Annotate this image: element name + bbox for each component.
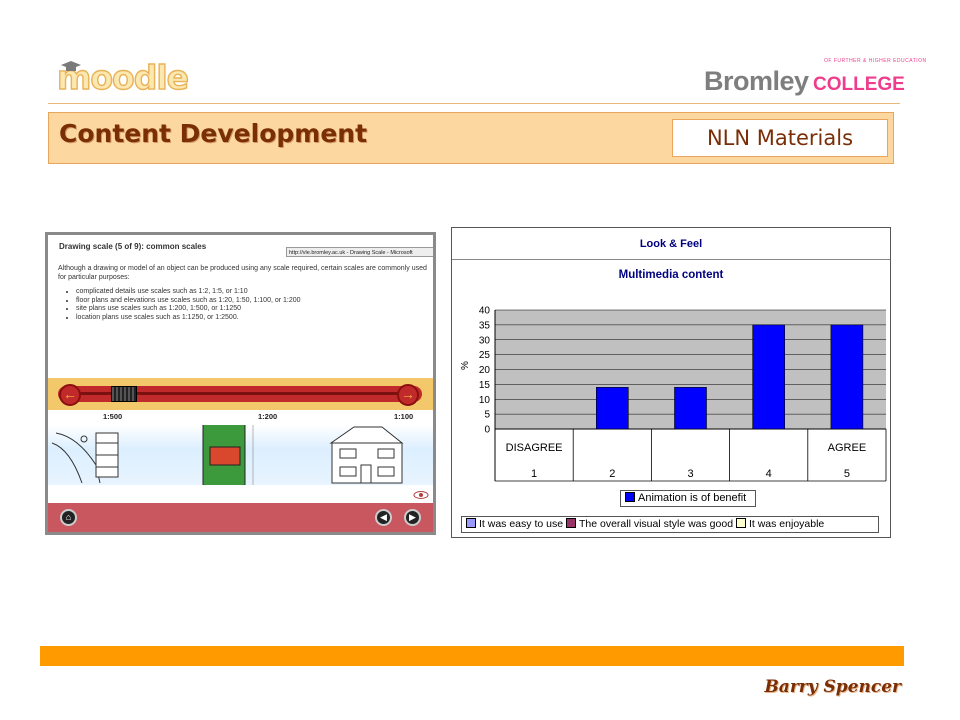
home-icon[interactable]: ⌂ — [60, 509, 77, 526]
footer-bar — [40, 646, 904, 666]
bar — [674, 387, 707, 430]
bar — [830, 324, 864, 430]
scale-scene — [48, 422, 433, 488]
list-item: site plans use scales such as 1:200, 1:5… — [76, 305, 428, 314]
slider-right-arrow-icon[interactable]: → — [397, 384, 419, 406]
scale-drawings — [51, 422, 404, 488]
legend-label: The overall visual style was good — [578, 518, 734, 530]
chart-legend-series: Animation is of benefit — [620, 490, 756, 507]
chart-legend-other: It was easy to use The overall visual st… — [461, 516, 879, 533]
category-sublabel: DISAGREE — [506, 442, 563, 454]
bar-chart: 0 5 10 15 20 25 30 35 40% DISAGREE 1 2 3 4 AGREE 5 — [460, 306, 887, 482]
slider-left-arrow-icon[interactable]: ← — [59, 384, 81, 406]
y-axis-label: % — [460, 361, 471, 370]
bromley-college-logo: OF FURTHER & HIGHER EDUCATION Bromley CO… — [704, 58, 926, 100]
screenshot-nav-bar — [48, 503, 433, 532]
bar — [596, 387, 629, 430]
title-band: Content Development NLN Materials — [48, 112, 894, 164]
category-sublabel: AGREE — [828, 442, 867, 454]
y-tick-label: 0 — [484, 425, 490, 436]
y-tick-label: 15 — [479, 380, 491, 391]
header-divider — [48, 103, 900, 104]
y-tick-label: 20 — [479, 365, 491, 376]
chart-title: Multimedia content — [618, 269, 724, 281]
list-item: location plans use scales such as 1:1250… — [76, 314, 428, 323]
back-arrow-icon[interactable]: ◀ — [375, 509, 392, 526]
page-title: Content Development — [59, 119, 368, 148]
legend-swatch-icon — [565, 518, 576, 528]
logo-bromley: Bromley — [704, 66, 809, 96]
screenshot-intro: Although a drawing or model of an object… — [58, 265, 427, 281]
screenshot-body: Although a drawing or model of an object… — [58, 265, 428, 322]
y-tick-label: 25 — [479, 350, 491, 361]
y-tick-label: 40 — [479, 306, 491, 317]
logo-college: COLLEGE — [813, 74, 905, 95]
screenshot-footer-band — [48, 485, 433, 507]
y-tick-label: 35 — [479, 320, 491, 331]
legend-swatch-icon — [466, 518, 476, 528]
bar — [752, 324, 786, 430]
nln-materials-badge: NLN Materials — [672, 119, 888, 157]
chart-header: Look & Feel — [452, 228, 890, 260]
list-item: floor plans and elevations use scales su… — [76, 297, 428, 306]
chart-frame: Look & Feel Multimedia content 0 5 10 15 20 2… — [451, 227, 891, 538]
legend-label: It was enjoyable — [748, 518, 825, 530]
screenshot-title: Drawing scale (5 of 9): common scales — [59, 242, 207, 251]
scale-label-100: 1:100 — [394, 412, 414, 421]
chart-header-title: Look & Feel — [639, 238, 703, 250]
graduation-cap-icon — [61, 61, 81, 71]
legend-swatch-icon — [625, 492, 635, 502]
scale-label-200: 1:200 — [258, 412, 278, 421]
scale-label-500: 1:500 — [103, 412, 123, 421]
x-tick-label: 3 — [687, 468, 693, 480]
x-tick-label: 2 — [609, 468, 615, 480]
screenshot-url-bar: http://vle.bromley.ac.uk - Drawing Scale… — [286, 247, 433, 257]
legend-swatch-icon — [735, 518, 746, 528]
legend-label: Animation is of benefit — [638, 492, 747, 504]
eye-icon[interactable] — [413, 490, 429, 500]
y-tick-label: 30 — [479, 335, 491, 346]
author-name: Barry Spencer — [764, 677, 901, 697]
x-tick-label: 1 — [531, 468, 537, 480]
logo-tagline: OF FURTHER & HIGHER EDUCATION — [824, 58, 927, 64]
nln-screenshot: Drawing scale (5 of 9): common scales ht… — [45, 232, 436, 535]
x-tick-label: 5 — [844, 468, 850, 480]
y-tick-label: 5 — [484, 410, 490, 421]
forward-arrow-icon[interactable]: ▶ — [404, 509, 421, 526]
screenshot-bullet-list: complicated details use scales such as 1… — [58, 288, 428, 322]
legend-label: It was easy to use — [479, 518, 564, 530]
list-item: complicated details use scales such as 1… — [76, 288, 428, 297]
y-tick-label: 10 — [479, 395, 491, 406]
scale-slider-handle[interactable] — [111, 386, 137, 402]
scale-slider-groove — [76, 392, 406, 395]
x-tick-label: 4 — [766, 468, 772, 480]
